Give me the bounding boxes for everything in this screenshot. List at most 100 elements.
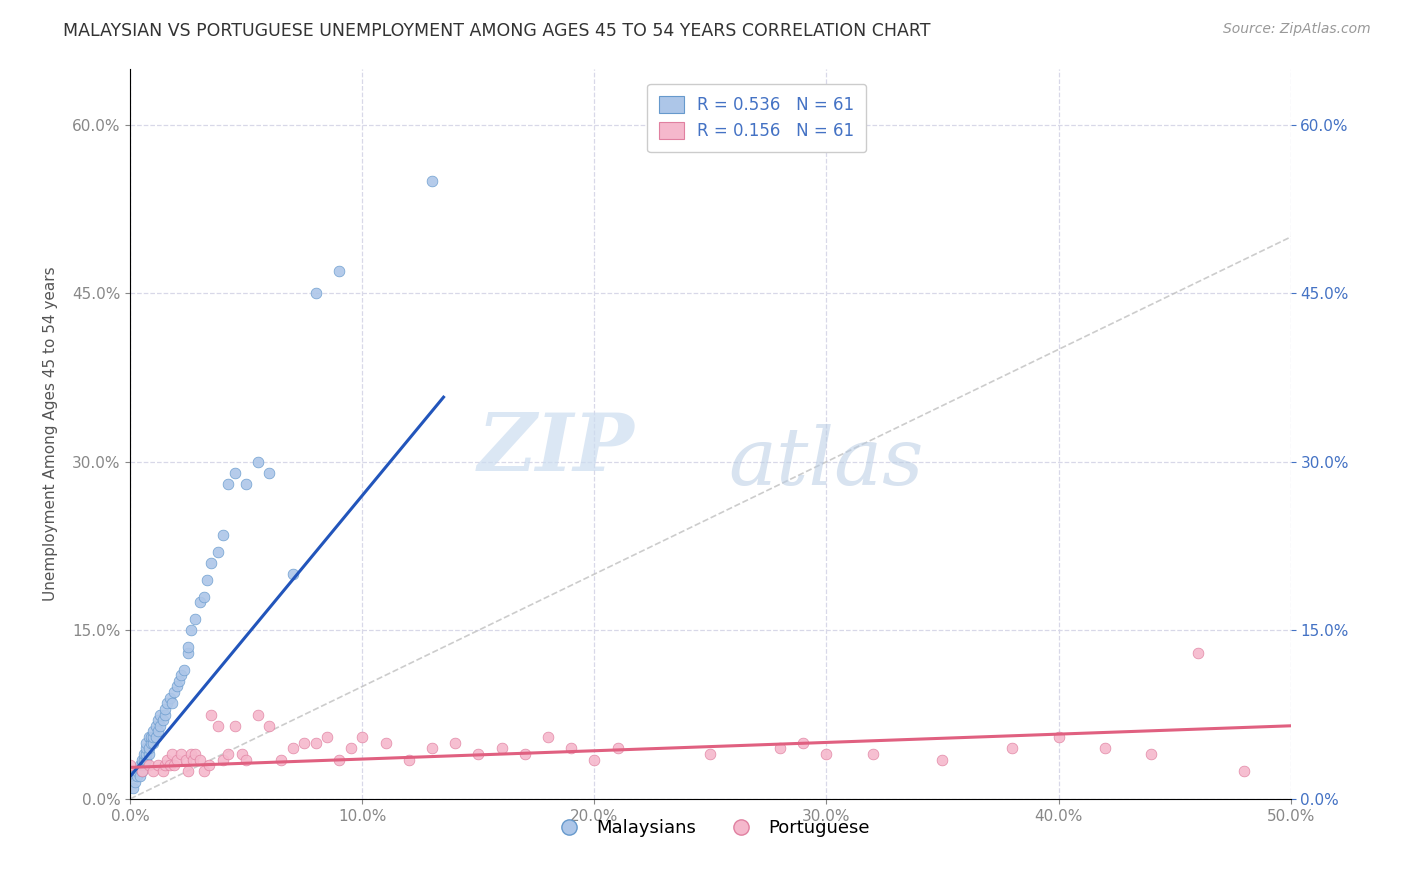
Point: [180, 747, 202, 761]
Point: [138, 730, 160, 744]
Point: [156, 696, 179, 710]
Point: [212, 752, 235, 766]
Point: [195, 573, 218, 587]
Point: [135, 736, 157, 750]
Point: [184, 747, 207, 761]
Y-axis label: Unemployment Among Ages 45 to 54 years: Unemployment Among Ages 45 to 54 years: [44, 267, 58, 601]
Point: [134, 747, 156, 761]
Point: [420, 174, 443, 188]
Point: [145, 719, 167, 733]
Point: [138, 741, 160, 756]
Point: [246, 455, 269, 469]
Point: [181, 752, 204, 766]
Point: [217, 477, 239, 491]
Point: [128, 758, 150, 772]
Point: [149, 719, 172, 733]
Point: [328, 264, 350, 278]
Point: [207, 544, 229, 558]
Point: [699, 747, 721, 761]
Point: [167, 673, 190, 688]
Point: [127, 764, 149, 778]
Point: [270, 752, 292, 766]
Point: [292, 736, 315, 750]
Point: [235, 752, 257, 766]
Point: [131, 764, 153, 778]
Point: [583, 752, 606, 766]
Point: [131, 752, 153, 766]
Point: [159, 690, 181, 705]
Point: [259, 466, 281, 480]
Text: Source: ZipAtlas.com: Source: ZipAtlas.com: [1223, 22, 1371, 37]
Point: [1001, 741, 1024, 756]
Point: [188, 595, 211, 609]
Point: [127, 769, 149, 783]
Point: [862, 747, 884, 761]
Point: [259, 719, 281, 733]
Point: [138, 758, 160, 772]
Point: [142, 764, 165, 778]
Point: [537, 730, 560, 744]
Point: [142, 724, 165, 739]
Point: [173, 663, 195, 677]
Point: [121, 780, 143, 795]
Point: [207, 719, 229, 733]
Point: [139, 736, 162, 750]
Point: [193, 590, 215, 604]
Point: [135, 752, 157, 766]
Point: [134, 758, 156, 772]
Point: [467, 747, 489, 761]
Point: [198, 758, 221, 772]
Point: [153, 702, 176, 716]
Point: [177, 764, 200, 778]
Point: [170, 747, 193, 761]
Point: [305, 736, 328, 750]
Text: MALAYSIAN VS PORTUGUESE UNEMPLOYMENT AMONG AGES 45 TO 54 YEARS CORRELATION CHART: MALAYSIAN VS PORTUGUESE UNEMPLOYMENT AMO…: [63, 22, 931, 40]
Point: [224, 719, 246, 733]
Point: [1047, 730, 1070, 744]
Point: [305, 286, 328, 301]
Point: [513, 747, 536, 761]
Point: [200, 707, 222, 722]
Point: [316, 730, 339, 744]
Point: [193, 764, 215, 778]
Point: [174, 752, 197, 766]
Point: [135, 741, 157, 756]
Point: [146, 713, 169, 727]
Point: [560, 741, 582, 756]
Point: [145, 730, 167, 744]
Point: [149, 707, 172, 722]
Point: [153, 758, 176, 772]
Point: [188, 752, 211, 766]
Point: [1094, 741, 1116, 756]
Point: [142, 736, 165, 750]
Point: [138, 747, 160, 761]
Point: [217, 747, 239, 761]
Point: [142, 730, 165, 744]
Point: [163, 758, 186, 772]
Point: [352, 730, 374, 744]
Point: [124, 775, 146, 789]
Point: [231, 747, 253, 761]
Point: [398, 752, 420, 766]
Point: [792, 736, 814, 750]
Point: [177, 646, 200, 660]
Point: [491, 741, 513, 756]
Point: [166, 680, 188, 694]
Point: [180, 624, 202, 638]
Point: [163, 685, 186, 699]
Point: [931, 752, 953, 766]
Point: [146, 758, 169, 772]
Text: atlas: atlas: [728, 424, 924, 501]
Point: [160, 747, 183, 761]
Point: [131, 758, 153, 772]
Point: [281, 741, 304, 756]
Point: [339, 741, 361, 756]
Point: [1233, 764, 1256, 778]
Point: [224, 466, 246, 480]
Point: [153, 707, 176, 722]
Point: [1187, 646, 1209, 660]
Point: [135, 747, 157, 761]
Text: ZIP: ZIP: [478, 409, 636, 487]
Point: [1140, 747, 1163, 761]
Point: [200, 556, 222, 570]
